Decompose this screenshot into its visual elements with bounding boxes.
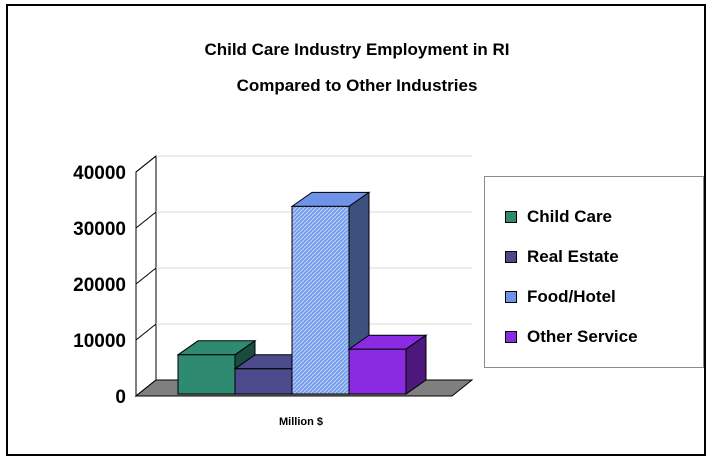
legend-label: Food/Hotel xyxy=(527,287,616,306)
legend-swatch xyxy=(505,331,517,343)
bar-food-hotel xyxy=(290,191,371,395)
bar-front xyxy=(177,354,236,395)
chart-subtitle: Compared to Other Industries xyxy=(236,76,478,95)
legend-swatch xyxy=(505,291,517,303)
legend-item: Other Service xyxy=(505,325,638,349)
legend-label: Other Service xyxy=(527,327,638,346)
side-tick xyxy=(135,267,157,285)
legend: Child Care Real Estate Food/Hotel Other Ser… xyxy=(484,176,704,368)
legend-label: Real Estate xyxy=(527,247,619,266)
chart-title: Child Care Industry Employment in RI xyxy=(204,40,510,59)
legend-swatch xyxy=(505,211,517,223)
legend-label: Child Care xyxy=(527,207,613,226)
x-axis-label: Million $ xyxy=(279,416,323,428)
y-tick-label: 30000 xyxy=(73,219,126,240)
side-tick xyxy=(135,211,157,229)
bar-front xyxy=(234,368,293,395)
y-tick-label: 10000 xyxy=(73,331,126,352)
bars xyxy=(176,191,428,395)
legend-item: Child Care xyxy=(505,205,612,229)
legend-item: Food/Hotel xyxy=(505,285,616,309)
y-tick-label: 20000 xyxy=(73,275,126,296)
side-tick xyxy=(135,323,157,341)
legend-swatch xyxy=(505,251,517,263)
legend-item: Real Estate xyxy=(505,245,619,269)
axis-labels: 0 10000 20000 30000 40000 Million $ xyxy=(73,163,323,428)
side-tick xyxy=(135,155,157,173)
y-tick-label: 40000 xyxy=(73,163,126,184)
bar-front xyxy=(348,348,407,395)
bar-front xyxy=(291,205,350,395)
y-tick-label: 0 xyxy=(115,387,126,408)
bar-other-service xyxy=(347,334,428,395)
